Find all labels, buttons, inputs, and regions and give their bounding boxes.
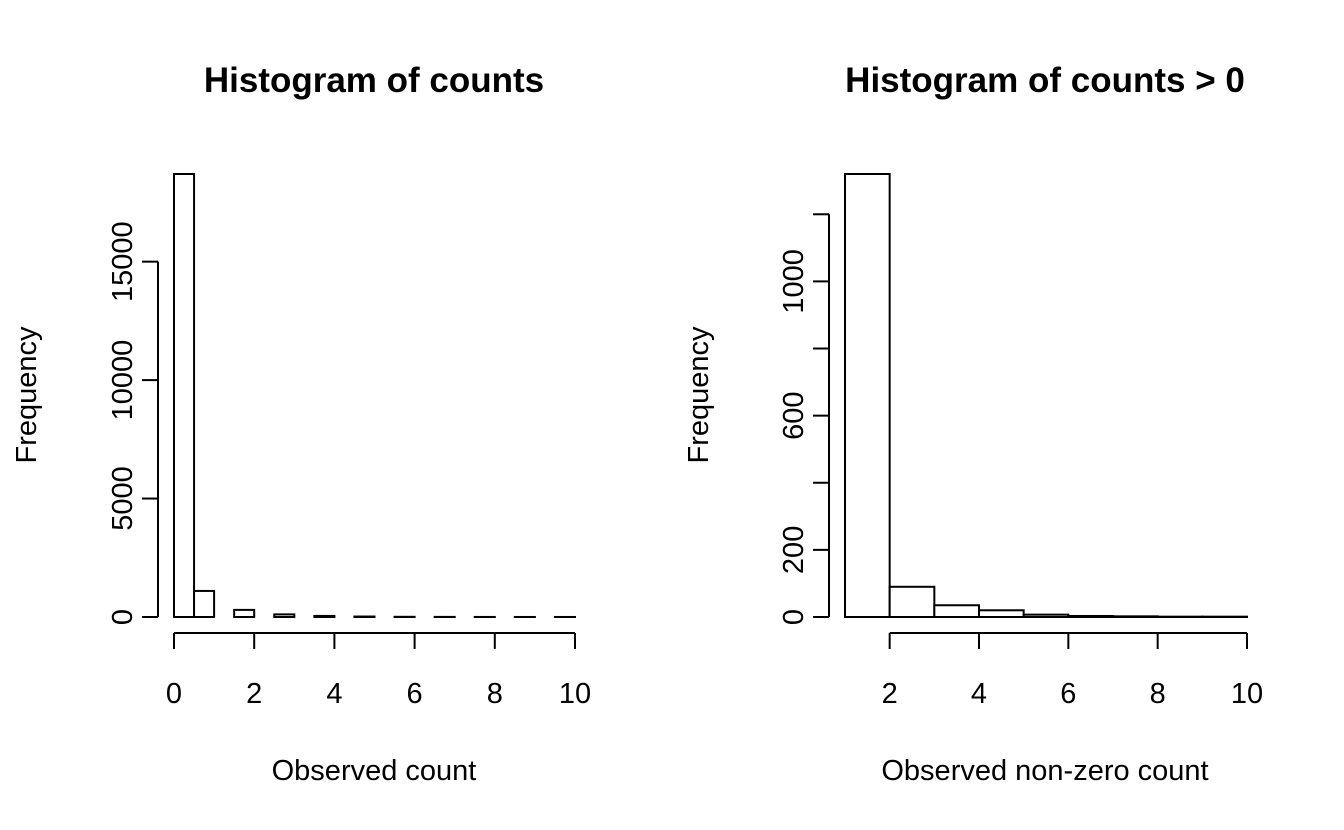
x-tick-label: 2 [882,678,898,710]
histogram-bar [313,614,336,619]
bars [844,173,1249,619]
histogram-bar [1112,615,1159,619]
x-tick-label: 6 [1060,678,1076,710]
histogram-bar [173,173,196,618]
histogram-panel-nonzero-counts: Histogram of counts > 0 Frequency Observ… [683,61,1263,787]
histogram-bar [933,604,980,618]
histogram-bar [1067,614,1115,618]
y-axis-label: Frequency [11,326,43,464]
y-tick-label: 200 [778,526,810,574]
x-tick-label: 8 [487,678,503,710]
x-tick-label: 10 [559,678,591,710]
x-tick-label: 6 [407,678,423,710]
y-axis: 0 200 600 1000 [778,213,830,625]
histogram-bar [273,613,296,618]
histogram-bar [193,589,216,618]
histogram-bar [844,173,891,618]
y-axis: 0 5000 10000 15000 [107,221,159,625]
y-tick-label: 15000 [107,221,139,302]
y-tick-label: 0 [778,609,810,625]
x-tick-label: 4 [326,678,342,710]
chart-title: Histogram of counts [204,61,544,100]
y-tick-label: 600 [778,391,810,439]
x-tick-label: 10 [1231,678,1263,710]
x-tick-label: 4 [971,678,987,710]
y-tick-label: 1000 [778,249,810,314]
x-axis-label: Observed count [272,755,477,787]
x-axis: 2 4 6 8 10 [882,632,1263,710]
y-tick-label: 5000 [107,466,139,531]
x-axis-label: Observed non-zero count [881,755,1208,787]
y-axis-label: Frequency [683,326,715,464]
bars [173,173,577,619]
histogram-bar [233,608,256,619]
histogram-panel-counts: Histogram of counts Frequency Observed c… [11,61,591,787]
x-tick-label: 2 [246,678,262,710]
histogram-bar [978,609,1025,619]
x-tick-label: 8 [1150,678,1166,710]
histogram-bar [1022,613,1070,618]
y-tick-label: 0 [107,609,139,625]
x-axis: 0 2 4 6 8 10 [166,632,591,710]
x-tick-label: 0 [166,678,182,710]
y-tick-label: 10000 [107,340,139,421]
chart-title: Histogram of counts > 0 [845,61,1245,100]
histogram-bar [888,585,936,619]
